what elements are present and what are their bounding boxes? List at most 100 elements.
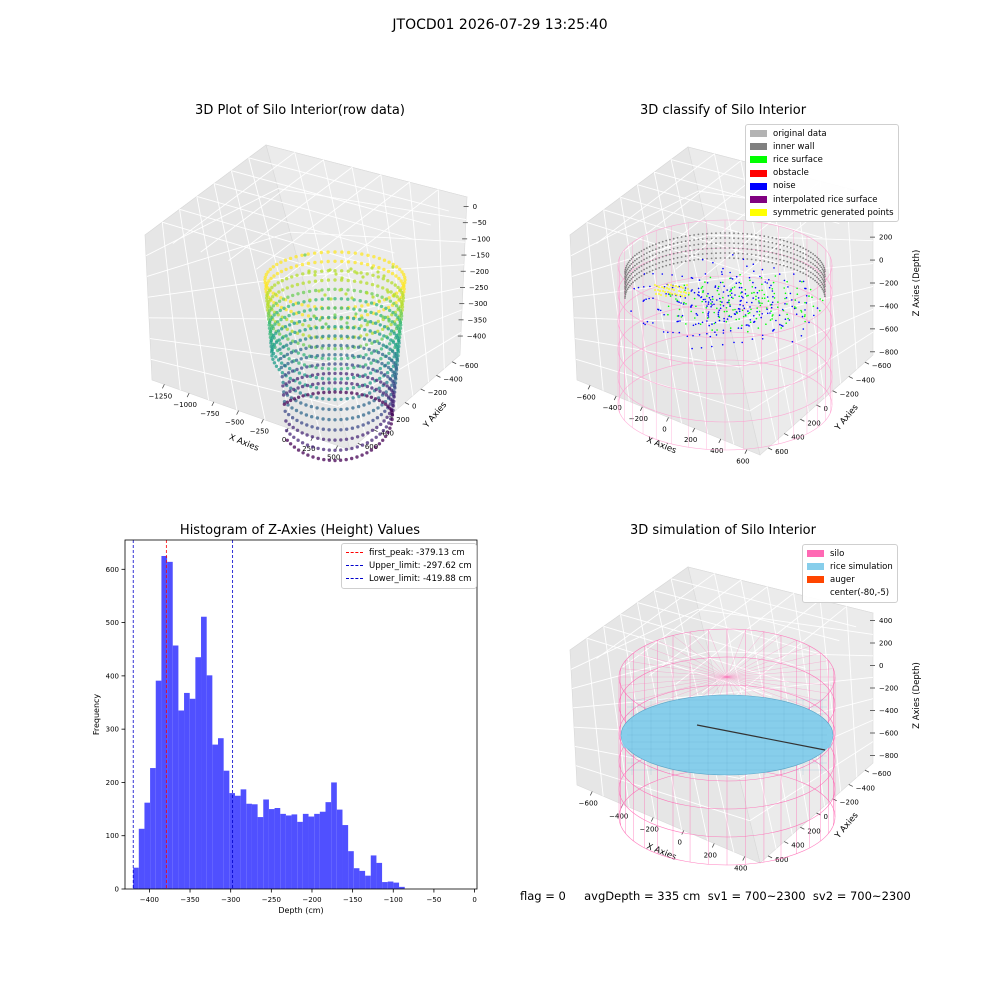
histogram-bar — [144, 802, 151, 889]
sim-z-tick-label: −800 — [879, 752, 898, 760]
legend-label: noise — [773, 181, 796, 192]
histogram-bar — [308, 816, 315, 889]
simulation-legend-entry: rice simulation — [807, 560, 893, 573]
histogram-bar — [206, 675, 213, 889]
legend-label: original data — [773, 128, 827, 139]
histogram-bar — [229, 793, 235, 889]
x-tick-label: −350 — [180, 896, 199, 904]
status-footer: flag = 0 avgDepth = 335 cm sv1 = 700~230… — [520, 889, 911, 903]
histogram-bar — [393, 882, 400, 889]
raw-x-tick-label: −1250 — [149, 392, 173, 400]
x-tick-label: −100 — [384, 896, 403, 904]
histogram-bar — [365, 875, 371, 889]
classify-plot-title: 3D classify of Silo Interior — [639, 103, 807, 118]
cls-y-tick-label: 200 — [807, 419, 820, 427]
histogram-bar — [240, 789, 247, 889]
classify-legend-entry: noise — [750, 180, 894, 193]
legend-label: interpolated rice surface — [773, 194, 878, 205]
x-axis-label: Depth (cm) — [278, 906, 323, 915]
cls-x-tick-label: −600 — [576, 393, 595, 401]
legend-label: auger — [830, 574, 855, 585]
histogram-title: Histogram of Z-Axies (Height) Values — [179, 523, 421, 538]
cls-x-axis-label: X Axies — [645, 435, 678, 456]
histogram-bar — [387, 881, 394, 889]
simulation-legend-entry: auger — [807, 573, 893, 586]
cls-y-tick-label: −200 — [840, 391, 859, 399]
cls-z-axis-label: Z Axies (Depth) — [912, 250, 922, 317]
histogram-bar — [280, 813, 286, 889]
raw-axes-frame: −1250−1000−750−500−25002505006004002000−… — [144, 144, 490, 462]
cls-z-tick-label: 0 — [879, 257, 883, 265]
sim-z-tick-label: 400 — [879, 617, 892, 625]
legend-swatch — [750, 182, 767, 190]
cls-x-tick-label: 200 — [684, 436, 697, 444]
histogram-bar — [223, 770, 230, 889]
cls-x-tick-label: −200 — [629, 415, 648, 423]
legend-swatch — [807, 550, 824, 558]
cls-z-tick-label: −600 — [879, 325, 898, 333]
x-tick-label: −200 — [302, 896, 321, 904]
sim-z-tick-label: −600 — [879, 730, 898, 738]
legend-line-sample — [346, 552, 363, 554]
histogram-bars — [133, 555, 405, 889]
histogram-bar — [285, 815, 292, 889]
raw-y-tick-label: −400 — [443, 375, 462, 383]
raw-z-tick-label: −400 — [467, 333, 486, 341]
legend-swatch — [807, 563, 824, 571]
histogram-bar — [212, 744, 218, 889]
x-tick-label: −400 — [140, 896, 159, 904]
x-tick-label: −50 — [427, 896, 442, 904]
cls-noise-points — [630, 254, 819, 350]
raw-y-tick-label: 0 — [412, 403, 416, 411]
histogram-bar — [291, 814, 298, 889]
cls-y-tick-label: 600 — [775, 448, 788, 456]
legend-swatch — [750, 209, 767, 217]
raw-y-tick-label: −200 — [428, 389, 447, 397]
histogram-bar — [348, 851, 354, 889]
sim-y-tick-label: 400 — [791, 842, 804, 850]
legend-swatch — [750, 169, 767, 177]
histogram-plot-frame — [124, 539, 478, 890]
histogram-bar — [268, 809, 275, 889]
histogram-legend-entry: first_peak: -379.13 cm — [346, 546, 472, 559]
legend-swatch — [750, 143, 767, 151]
simulation-3d-plot: −600−400−20002004006004002000−200−400−60… — [569, 566, 922, 873]
cls-y-tick-label: −400 — [856, 376, 875, 384]
legend-label: Upper_limit: -297.62 cm — [369, 560, 472, 571]
y-axis-label: Frequency — [92, 694, 101, 736]
sim-y-tick-label: −200 — [840, 799, 859, 807]
histogram-bar — [331, 782, 337, 889]
simulation-legend: silo rice simulation auger center(-80,-5) — [802, 544, 898, 603]
raw-plot-title: 3D Plot of Silo Interior(row data) — [195, 103, 405, 118]
histogram-bar — [314, 813, 320, 889]
raw-z-tick-label: −200 — [470, 268, 489, 276]
histogram-legend: first_peak: -379.13 cm Upper_limit: -297.… — [341, 543, 477, 589]
histogram-bar — [382, 882, 388, 889]
legend-label: center(-80,-5) — [830, 588, 890, 599]
raw-3d-plot: −1250−1000−750−500−25002505006004002000−… — [144, 144, 490, 463]
x-tick-label: −300 — [221, 896, 240, 904]
raw-x-tick-label: −500 — [225, 419, 244, 427]
classify-legend-entry: original data — [750, 127, 894, 140]
histogram-bar — [246, 803, 252, 889]
raw-x-tick-label: 500 — [327, 454, 340, 462]
sim-x-tick-label: −200 — [640, 826, 659, 834]
y-tick-label: 400 — [106, 672, 119, 680]
y-tick-label: 200 — [106, 779, 119, 787]
sim-z-tick-label: −400 — [879, 707, 898, 715]
legend-swatch — [807, 589, 824, 597]
raw-z-tick-label: −350 — [468, 316, 487, 324]
sim-z-axis-label: Z Axies (Depth) — [912, 662, 922, 729]
raw-x-axis-label: X Axies — [227, 433, 260, 454]
histogram-bar — [189, 698, 196, 889]
histogram-bar — [251, 804, 258, 889]
histogram-bar — [218, 738, 224, 889]
classify-legend-entry: symmetric generated points — [750, 206, 894, 219]
cls-x-tick-label: 400 — [710, 447, 723, 455]
legend-label: rice surface — [773, 154, 823, 165]
histogram-bar — [172, 645, 179, 889]
raw-x-tick-label: −250 — [250, 427, 269, 435]
figure-title: JTOCD01 2026-07-29 13:25:40 — [392, 17, 608, 33]
raw-y-tick-label: 200 — [396, 416, 409, 424]
cls-rice-surface-points — [667, 273, 824, 333]
